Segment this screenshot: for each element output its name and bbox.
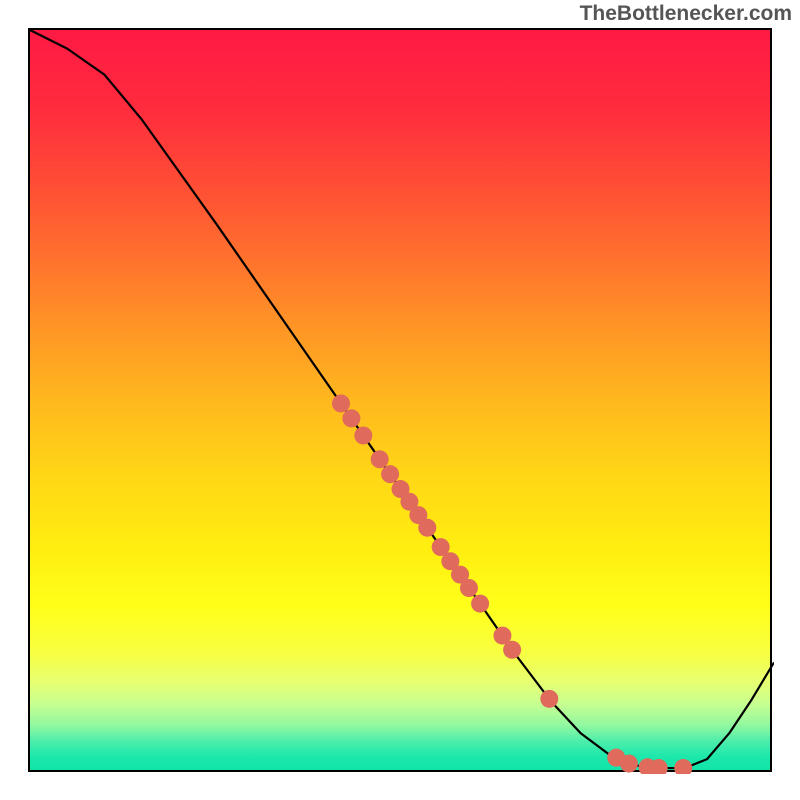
bottleneck-curve <box>30 30 774 768</box>
chart-overlay <box>30 30 774 774</box>
data-marker <box>342 409 360 427</box>
data-marker <box>471 595 489 613</box>
data-marker <box>460 579 478 597</box>
plot-area <box>28 28 772 772</box>
data-marker <box>620 755 638 773</box>
data-marker <box>540 690 558 708</box>
data-marker <box>354 426 372 444</box>
data-marker <box>503 641 521 659</box>
data-marker <box>418 519 436 537</box>
data-markers <box>332 394 692 774</box>
data-marker <box>381 465 399 483</box>
watermark-text: TheBottlenecker.com <box>580 2 792 26</box>
chart-container: TheBottlenecker.com <box>0 0 800 800</box>
data-marker <box>674 759 692 774</box>
data-marker <box>371 450 389 468</box>
data-marker <box>332 394 350 412</box>
